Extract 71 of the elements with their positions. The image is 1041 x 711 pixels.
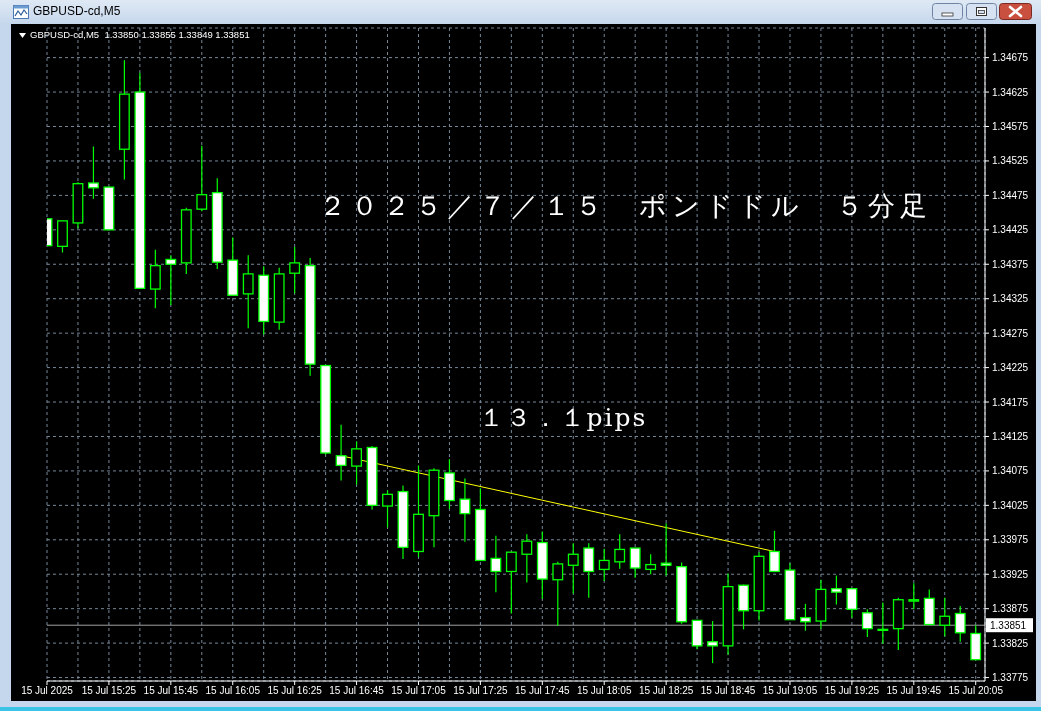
candlestick: [165, 254, 177, 306]
y-tick-label: 1.34325: [992, 293, 1029, 305]
candlestick: [830, 575, 842, 606]
candlestick: [614, 533, 626, 570]
y-tick-label: 1.34575: [992, 121, 1029, 132]
x-tick-label: 15 Jul 15:45: [143, 685, 199, 696]
y-tick-label: 1.33925: [992, 568, 1029, 580]
x-tick-label: 15 Jul 19:05: [762, 685, 818, 696]
candlestick: [87, 145, 99, 200]
candlestick: [908, 582, 920, 610]
x-tick-label: 15 Jul 16:25: [267, 685, 323, 696]
y-tick-label: 1.34375: [992, 258, 1029, 270]
candlestick: [382, 489, 393, 528]
candlestick: [242, 254, 254, 329]
y-tick-label: 1.33825: [992, 637, 1029, 649]
chart-subtitle: GBPUSD-cd,M5 1.33850 1.33855 1.33849 1.33851: [30, 29, 250, 40]
y-tick-label: 1.34125: [992, 430, 1029, 442]
x-tick-label: 15 Jul 16:05: [205, 685, 261, 696]
y-tick-label: 1.34675: [992, 52, 1029, 64]
x-tick-label: 15 Jul 15:25: [81, 685, 137, 696]
candlestick: [861, 608, 873, 638]
x-tick-label: 15 Jul 16:45: [329, 685, 385, 696]
candlestick: [939, 597, 951, 637]
x-tick-label: 15 Jul 18:05: [576, 685, 632, 696]
candlestick: [505, 551, 517, 615]
y-tick-label: 1.34475: [992, 189, 1029, 201]
x-tick-label: 15 Jul 18:45: [700, 685, 756, 696]
candlestick: [335, 424, 347, 482]
candlestick: [707, 620, 719, 664]
x-tick-label: 15 Jul 19:45: [886, 685, 942, 696]
x-tick-label: 15 Jul 18:25: [638, 685, 694, 696]
y-tick-label: 1.33775: [992, 672, 1029, 684]
candlestick: [598, 548, 610, 582]
annotation: １３．１pips: [478, 402, 648, 432]
candlestick: [567, 542, 579, 595]
candlestick: [846, 588, 858, 619]
candlestick: [552, 561, 564, 627]
y-tick-label: 1.34525: [992, 155, 1029, 167]
x-tick-label: 15 Jul 2025: [21, 685, 74, 696]
x-tick-label: 15 Jul 17:25: [453, 685, 509, 696]
candlestick: [289, 246, 301, 294]
y-tick-label: 1.34175: [992, 396, 1029, 408]
candlestick: [490, 535, 502, 593]
x-tick-label: 15 Jul 17:05: [391, 685, 447, 696]
chart-title: GBPUSD-cd,M5: [33, 4, 121, 18]
ref-line-label: 1.33851: [990, 619, 1027, 631]
candlestick: [800, 603, 811, 632]
candlestick: [660, 522, 672, 577]
candlestick: [521, 533, 533, 584]
candlestick: [583, 542, 595, 599]
candlestick: [954, 605, 966, 643]
candlestick: [459, 477, 471, 543]
annotation: ２０２５／７／１５ ポンドドル ５分足: [318, 189, 932, 221]
y-tick-label: 1.34225: [992, 362, 1029, 374]
x-tick-label: 15 Jul 17:45: [515, 685, 570, 696]
candlestick: [769, 530, 780, 573]
y-tick-label: 1.33875: [992, 603, 1029, 615]
y-tick-label: 1.34075: [992, 465, 1029, 477]
y-tick-label: 1.34275: [992, 327, 1029, 339]
candlestick: [351, 440, 363, 486]
x-tick-label: 15 Jul 20:05: [948, 685, 1004, 696]
x-tick-label: 15 Jul 19:25: [824, 685, 880, 696]
y-tick-label: 1.34425: [992, 224, 1029, 236]
candlestick: [645, 553, 657, 575]
y-tick-label: 1.34625: [992, 86, 1029, 98]
y-tick-label: 1.33975: [992, 534, 1029, 546]
candlestick: [149, 249, 161, 309]
candlestick: [196, 145, 208, 212]
y-tick-label: 1.34025: [992, 499, 1029, 511]
candlestick: [877, 601, 889, 645]
candlestick: [629, 547, 641, 579]
